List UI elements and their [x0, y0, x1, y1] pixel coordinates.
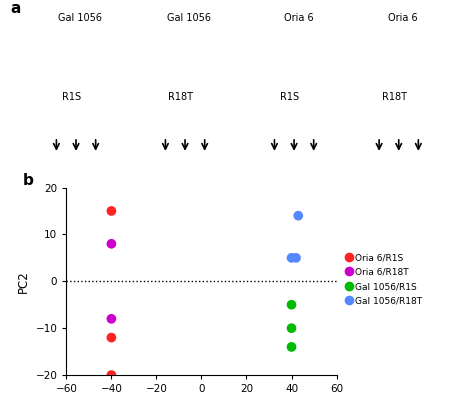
Legend: Oria 6/R1S, Oria 6/R18T, Gal 1056/R1S, Gal 1056/R18T: Oria 6/R1S, Oria 6/R18T, Gal 1056/R1S, G… [346, 253, 422, 305]
Point [108, 208, 115, 214]
Text: R1S: R1S [280, 92, 299, 102]
Point [108, 334, 115, 341]
Text: b: b [23, 172, 34, 188]
Text: Gal 1056: Gal 1056 [58, 13, 102, 23]
Text: R18T: R18T [168, 92, 193, 102]
Y-axis label: PC2: PC2 [17, 270, 30, 293]
Text: R1S: R1S [62, 92, 81, 102]
Text: Oria 6: Oria 6 [388, 13, 418, 23]
Point [288, 325, 295, 331]
Point [294, 212, 302, 219]
Point [292, 255, 300, 261]
Point [288, 255, 295, 261]
Text: Gal 1056: Gal 1056 [167, 13, 211, 23]
Text: a: a [10, 1, 21, 16]
Point [288, 344, 295, 350]
Text: R18T: R18T [382, 92, 407, 102]
Point [108, 316, 115, 322]
Point [288, 302, 295, 308]
Point [108, 372, 115, 378]
Point [108, 241, 115, 247]
Text: Oria 6: Oria 6 [283, 13, 313, 23]
